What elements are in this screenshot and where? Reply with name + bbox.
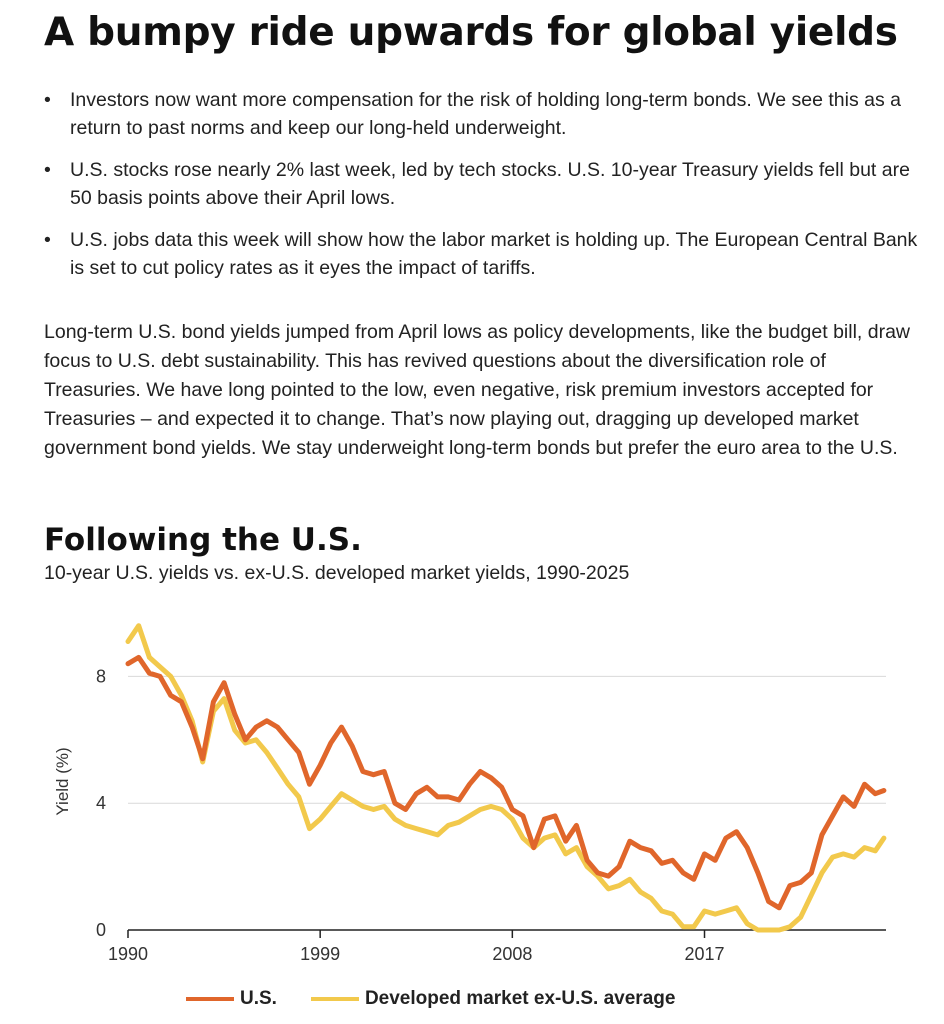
x-tick-label: 1999 [300, 944, 340, 964]
series-line-us [125, 654, 887, 911]
bullet-list: • Investors now want more compensation f… [44, 86, 924, 296]
chart-title: Following the U.S. [44, 522, 362, 558]
legend-item-dm-ex-us: Developed market ex-U.S. average [310, 988, 676, 1010]
bullet-item: • U.S. jobs data this week will show how… [44, 226, 924, 282]
headline: A bumpy ride upwards for global yields [44, 10, 898, 55]
legend-label-us: U.S. [240, 988, 277, 1009]
bullet-item: • U.S. stocks rose nearly 2% last week, … [44, 156, 924, 212]
yield-line-chart: 0 4 8 1990 1999 2008 2017 Yield (%) [53, 623, 887, 964]
series-line-dm-ex-us [125, 623, 887, 933]
legend-swatch-dm-ex-us [310, 997, 359, 1001]
legend-swatch-us [186, 997, 234, 1001]
x-tick-label: 2008 [492, 944, 532, 964]
x-tick-label: 2017 [684, 944, 724, 964]
y-axis-title: Yield (%) [53, 747, 72, 815]
legend-item-us: U.S. [186, 988, 277, 1010]
bullet-text: Investors now want more compensation for… [70, 89, 901, 139]
bullet-item: • Investors now want more compensation f… [44, 86, 924, 142]
chart-legend: U.S. Developed market ex-U.S. average [186, 988, 709, 1010]
y-tick-label: 0 [96, 920, 106, 940]
y-tick-label: 8 [96, 666, 106, 686]
body-paragraph: Long-term U.S. bond yields jumped from A… [44, 321, 911, 459]
y-tick-label: 4 [96, 793, 106, 813]
bullet-dot: • [44, 159, 51, 181]
bullet-dot: • [44, 89, 51, 111]
chart-subtitle: 10-year U.S. yields vs. ex-U.S. develope… [44, 562, 630, 584]
x-tick-label: 1990 [108, 944, 148, 964]
bullet-text: U.S. jobs data this week will show how t… [70, 229, 918, 279]
bullet-dot: • [44, 229, 51, 251]
legend-label-dm-ex-us: Developed market ex-U.S. average [364, 988, 676, 1009]
bullet-text: U.S. stocks rose nearly 2% last week, le… [70, 159, 910, 209]
